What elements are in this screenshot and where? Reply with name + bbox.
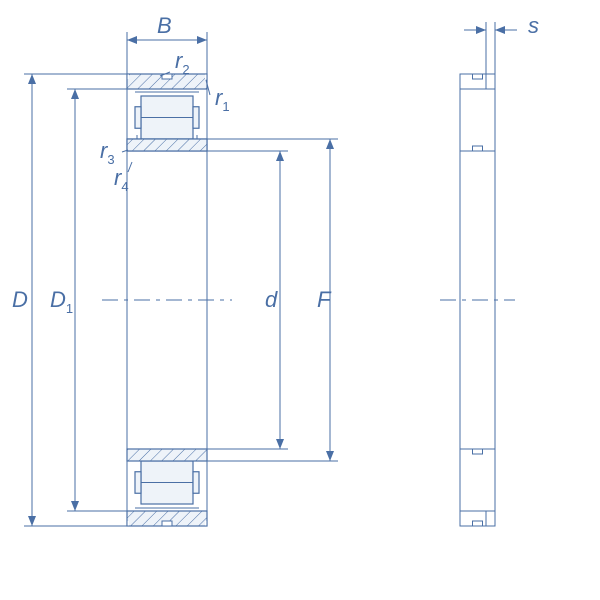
annot-r3: r3 xyxy=(100,138,115,167)
annot-r4: r4 xyxy=(114,165,129,194)
annot-r1: r1 xyxy=(215,85,230,114)
dim-D: D xyxy=(12,287,28,312)
dim-B: B xyxy=(157,13,172,38)
dim-s: s xyxy=(528,13,539,38)
annot-r2: r2 xyxy=(175,48,190,77)
dim-d: d xyxy=(265,287,278,312)
dim-D1: D1 xyxy=(50,287,73,316)
dim-F: F xyxy=(317,287,332,312)
